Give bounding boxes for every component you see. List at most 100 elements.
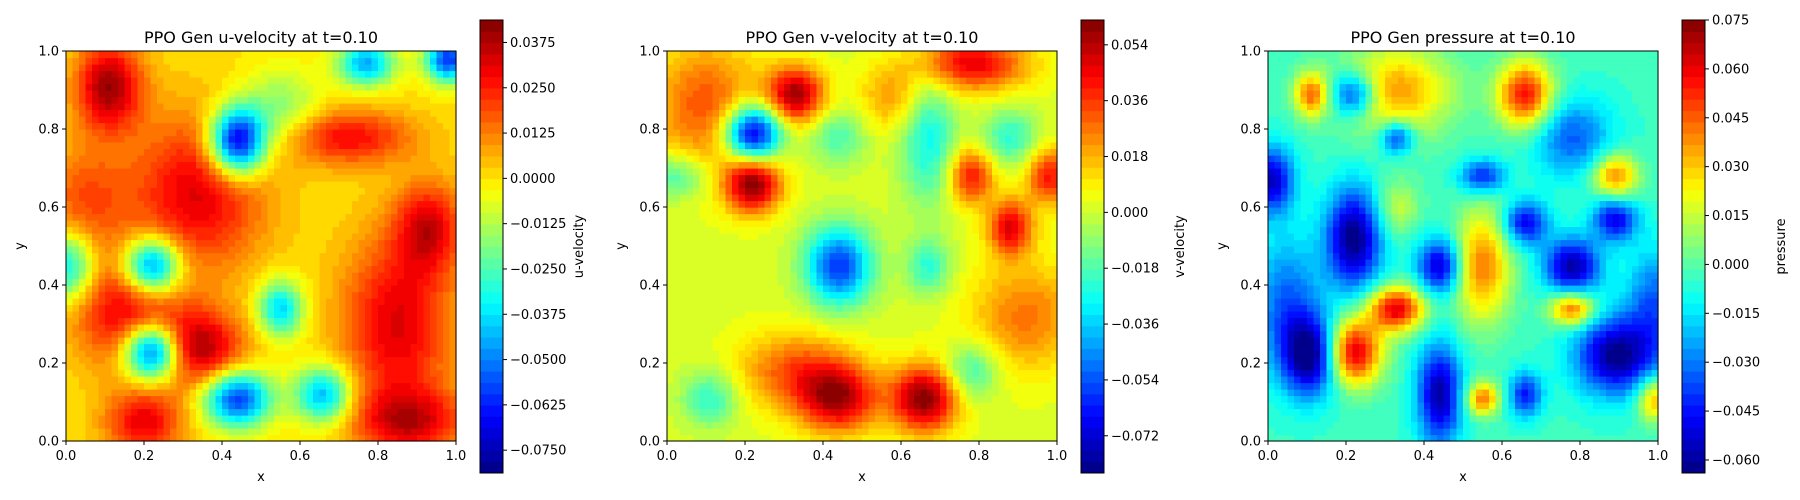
field-cell xyxy=(326,174,334,182)
field-cell xyxy=(371,428,379,436)
field-cell xyxy=(378,434,386,442)
y-tick-label: 0.4 xyxy=(38,279,59,294)
field-cell xyxy=(150,220,158,228)
field-cell xyxy=(410,77,418,85)
field-cell xyxy=(927,408,935,416)
field-cell xyxy=(111,434,119,442)
field-cell xyxy=(215,129,223,137)
field-cell xyxy=(992,330,1000,338)
field-cell xyxy=(118,168,126,176)
field-cell xyxy=(384,278,392,286)
field-cell xyxy=(842,337,850,345)
field-cell xyxy=(940,350,948,358)
field-cell xyxy=(72,434,80,442)
field-cell xyxy=(202,155,210,163)
field-cell xyxy=(293,142,301,150)
field-cell xyxy=(927,317,935,325)
field-cell xyxy=(222,148,230,156)
field-cell xyxy=(686,311,694,319)
field-cell xyxy=(430,96,438,104)
field-cell xyxy=(306,200,314,208)
field-cell xyxy=(888,382,896,390)
field-cell xyxy=(345,317,353,325)
field-cell xyxy=(410,272,418,280)
field-cell xyxy=(946,298,954,306)
field-cell xyxy=(365,350,373,358)
field-cell xyxy=(170,350,178,358)
field-cell xyxy=(384,181,392,189)
field-cell xyxy=(209,363,217,371)
field-cell xyxy=(66,369,74,377)
field-cell xyxy=(384,51,392,59)
field-cell xyxy=(157,161,165,169)
field-cell xyxy=(352,135,360,143)
field-cell xyxy=(1031,395,1039,403)
field-cell xyxy=(248,213,256,221)
field-cell xyxy=(738,421,746,429)
field-cell xyxy=(163,408,171,416)
field-cell xyxy=(410,246,418,254)
field-cell xyxy=(157,122,165,130)
field-cell xyxy=(131,278,139,286)
field-cell xyxy=(280,259,288,267)
field-cell xyxy=(241,103,249,111)
field-cell xyxy=(306,291,314,299)
field-cell xyxy=(144,51,152,59)
field-cell xyxy=(300,77,308,85)
field-cell xyxy=(358,402,366,410)
field-cell xyxy=(862,434,870,442)
field-cell xyxy=(443,428,451,436)
field-cell xyxy=(784,298,792,306)
field-cell xyxy=(274,337,282,345)
field-cell xyxy=(313,428,321,436)
field-cell xyxy=(235,64,243,72)
field-cell xyxy=(293,187,301,195)
field-cell xyxy=(745,428,753,436)
field-cell xyxy=(352,415,360,423)
field-cell xyxy=(384,395,392,403)
field-cell xyxy=(319,77,327,85)
field-cell xyxy=(105,181,113,189)
field-cell xyxy=(384,109,392,117)
field-cell xyxy=(72,382,80,390)
field-cell xyxy=(254,239,262,247)
field-cell xyxy=(758,376,766,384)
field-cell xyxy=(248,194,256,202)
field-cell xyxy=(894,402,902,410)
field-cell xyxy=(248,363,256,371)
field-cell xyxy=(430,207,438,215)
field-cell xyxy=(241,434,249,442)
field-cell xyxy=(254,90,262,98)
field-cell xyxy=(118,252,126,260)
field-cell xyxy=(378,70,386,78)
field-cell xyxy=(196,96,204,104)
field-cell xyxy=(920,330,928,338)
field-cell xyxy=(293,194,301,202)
field-cell xyxy=(397,129,405,137)
field-cell xyxy=(313,142,321,150)
field-cell xyxy=(274,96,282,104)
field-cell xyxy=(248,161,256,169)
field-cell xyxy=(241,324,249,332)
colorbar-band xyxy=(480,291,503,304)
field-cell xyxy=(680,363,688,371)
field-cell xyxy=(972,389,980,397)
field-cell xyxy=(105,421,113,429)
field-cell xyxy=(345,64,353,72)
field-cell xyxy=(66,311,74,319)
field-cell xyxy=(979,317,987,325)
field-cell xyxy=(189,291,197,299)
field-cell xyxy=(430,317,438,325)
field-cell xyxy=(332,337,340,345)
field-cell xyxy=(417,246,425,254)
field-cell xyxy=(972,428,980,436)
field-cell xyxy=(332,70,340,78)
field-cell xyxy=(680,376,688,384)
field-cell xyxy=(163,291,171,299)
field-cell xyxy=(352,402,360,410)
field-cell xyxy=(137,155,145,163)
field-cell xyxy=(758,434,766,442)
field-cell xyxy=(738,408,746,416)
field-cell xyxy=(274,64,282,72)
field-cell xyxy=(196,109,204,117)
